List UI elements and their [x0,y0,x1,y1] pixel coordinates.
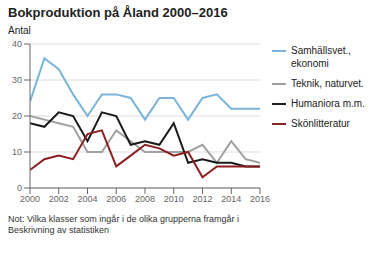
svg-text:2012: 2012 [192,194,212,204]
html-text:Antal: Antal [8,25,31,36]
svg-text:10: 10 [12,147,22,157]
svg-text:20: 20 [12,111,22,121]
svg-text:2008: 2008 [135,194,155,204]
svg-text:40: 40 [12,39,22,49]
html-text:Skönlitteratur: Skönlitteratur [291,118,350,129]
svg-text:2010: 2010 [164,194,184,204]
html-text:Not: Vilka klasser som ingår i: Not: Vilka klasser som ingår i de olika … [8,214,239,235]
html-text:Teknik, naturvet.: Teknik, naturvet. [291,78,364,89]
svg-text:2016: 2016 [250,194,270,204]
html-text:Humaniora m.m.: Humaniora m.m. [291,98,365,109]
svg-text:2014: 2014 [221,194,241,204]
html-text:Samhällsvet., ekonomi: Samhällsvet., ekonomi [291,45,351,69]
svg-text:2006: 2006 [106,194,126,204]
svg-text:2004: 2004 [77,194,97,204]
svg-text:2000: 2000 [20,194,40,204]
html-text:Bokproduktion på Åland 2000–20: Bokproduktion på Åland 2000–2016 [8,5,228,20]
svg-text:30: 30 [12,75,22,85]
svg-text:2002: 2002 [49,194,69,204]
svg-text:0: 0 [17,183,22,193]
